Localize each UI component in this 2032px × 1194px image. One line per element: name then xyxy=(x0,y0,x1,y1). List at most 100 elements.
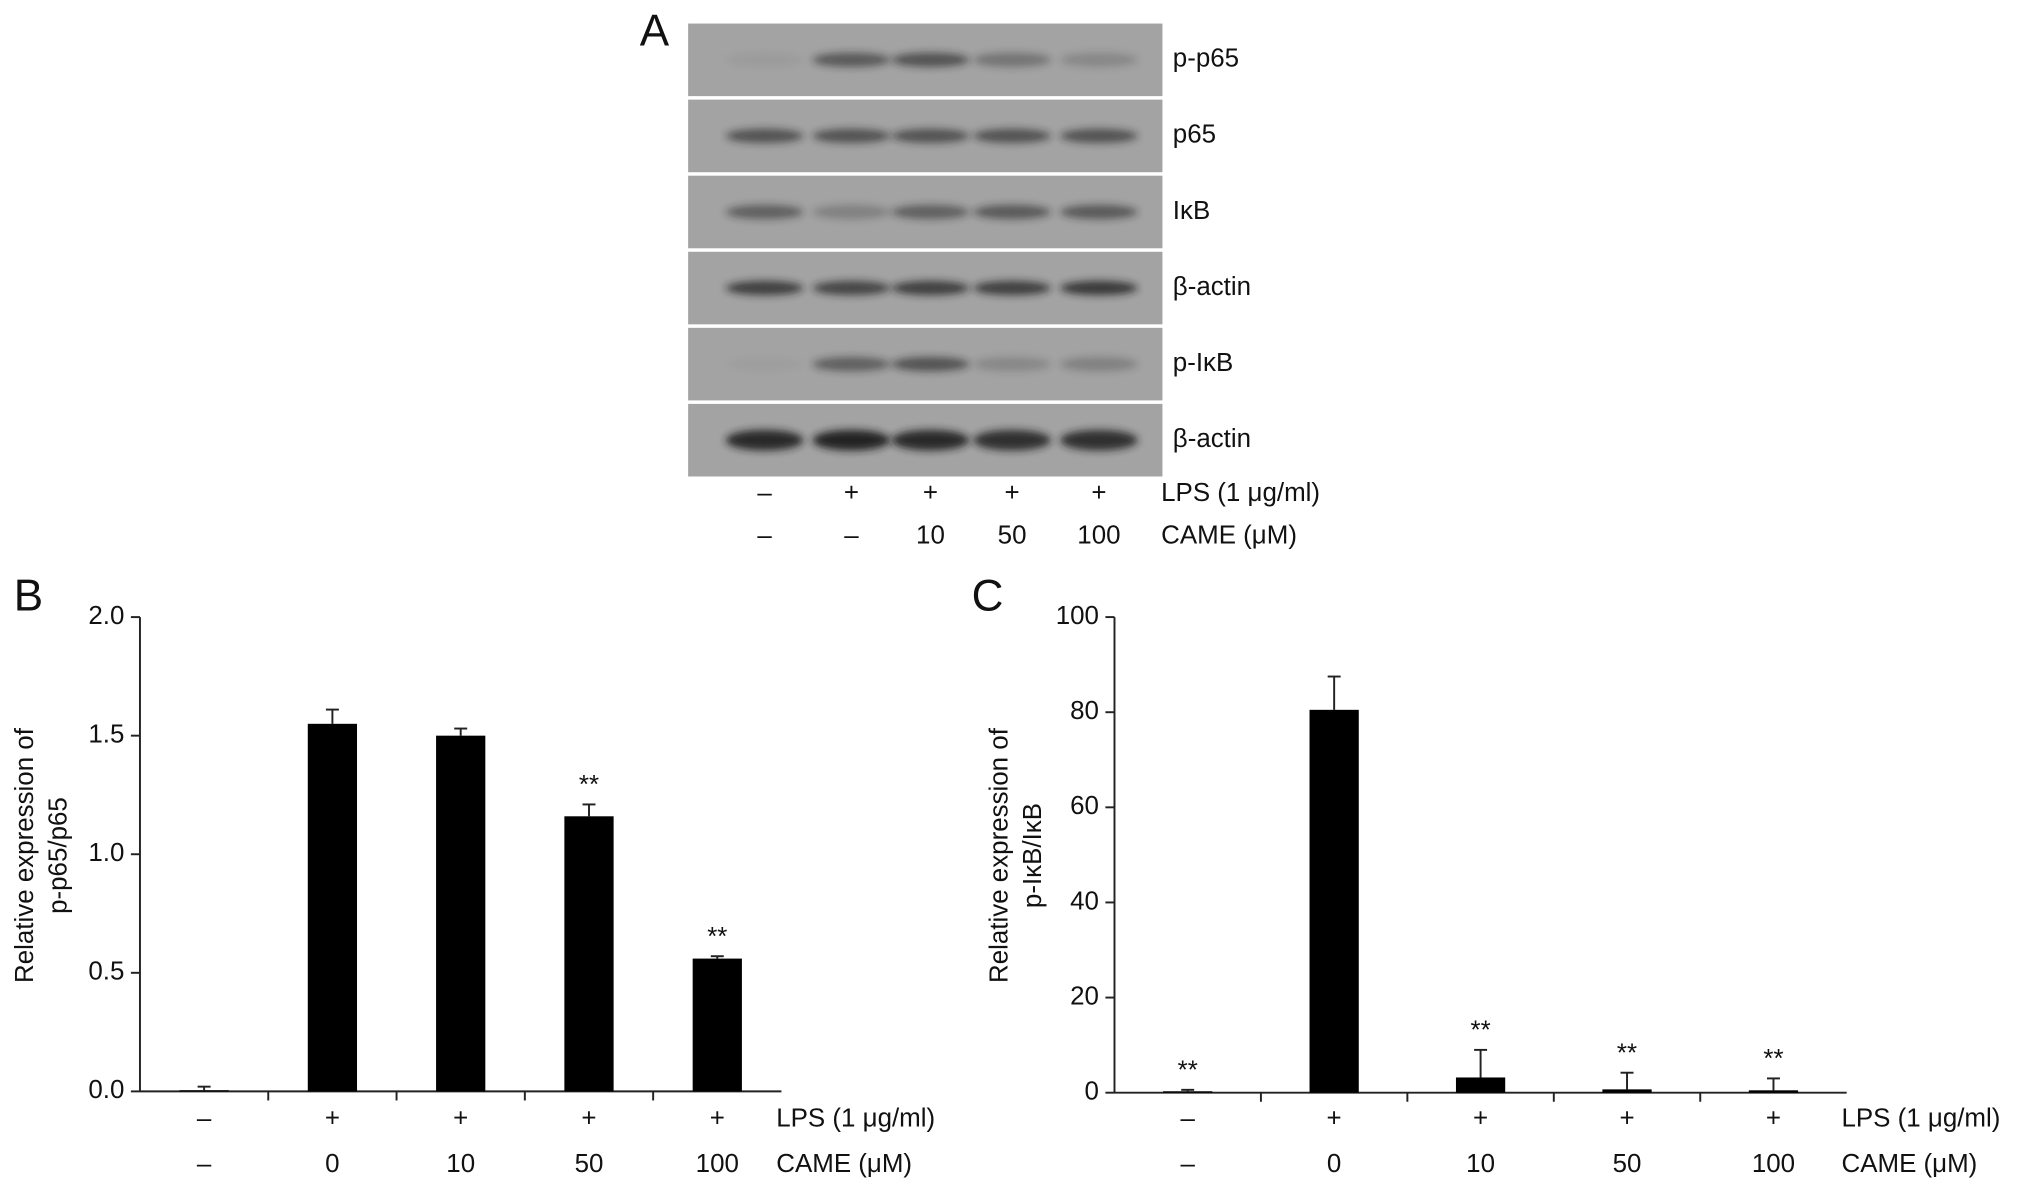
y-axis-label: Relative expression of xyxy=(985,727,1013,983)
x-tick-label: 0 xyxy=(1327,1150,1341,1178)
x-tick-label: – xyxy=(197,1150,212,1178)
blot-band xyxy=(1060,280,1138,296)
x-tick-label: 100 xyxy=(1752,1150,1795,1178)
blot-band xyxy=(1060,356,1138,372)
blot-band xyxy=(1060,429,1138,451)
blot-band xyxy=(891,204,970,220)
blot-band xyxy=(812,280,891,296)
x-tick-label: + xyxy=(1473,1105,1488,1133)
y-tick-label: 0 xyxy=(1085,1078,1099,1106)
blot-band xyxy=(891,128,970,144)
lane-label: – xyxy=(844,522,859,550)
blot-band xyxy=(973,356,1051,372)
x-tick-label: 10 xyxy=(1466,1150,1495,1178)
blot-band xyxy=(891,280,970,296)
y-tick-label: 1.5 xyxy=(88,721,124,749)
blot-band xyxy=(1060,204,1138,220)
x-tick-label: – xyxy=(1180,1150,1195,1178)
x-tick-label: + xyxy=(581,1105,596,1133)
band-label: IκB xyxy=(1173,197,1210,225)
lane-label: 10 xyxy=(916,522,945,550)
blot-band xyxy=(973,204,1051,220)
blot-band xyxy=(973,52,1051,67)
y-axis-label: p-p65/p65 xyxy=(44,797,72,914)
row-label: LPS (1 μg/ml) xyxy=(1842,1105,2001,1133)
x-tick-label: + xyxy=(1619,1105,1634,1133)
x-tick-label: 50 xyxy=(1613,1150,1642,1178)
western-blot: p-p65 p65 IκB β-actin p-IκB β-actin xyxy=(688,23,1251,477)
y-tick-label: 60 xyxy=(1070,792,1099,820)
band-label: p-IκB xyxy=(1173,349,1233,377)
band-label: p65 xyxy=(1173,121,1216,149)
lane-label: 50 xyxy=(998,522,1027,550)
lane-label: + xyxy=(1005,479,1020,507)
x-tick-label: 50 xyxy=(575,1150,604,1178)
bar xyxy=(179,1090,229,1092)
y-tick-label: 2.0 xyxy=(88,602,124,630)
row-label: LPS (1 μg/ml) xyxy=(1161,479,1320,507)
significance: ** xyxy=(1617,1039,1637,1067)
band-label: β-actin xyxy=(1173,425,1251,453)
row-label: LPS (1 μg/ml) xyxy=(776,1105,935,1133)
blot-band xyxy=(973,429,1051,451)
lane-label: + xyxy=(923,479,938,507)
band-label: β-actin xyxy=(1173,273,1251,301)
y-axis-label: Relative expression of xyxy=(11,727,39,983)
blot-band xyxy=(1060,52,1138,67)
lane-label: – xyxy=(757,479,772,507)
blot-band xyxy=(891,429,970,451)
x-tick-label: + xyxy=(710,1105,725,1133)
row-label: CAME (μM) xyxy=(776,1150,912,1178)
significance: ** xyxy=(1763,1045,1783,1073)
y-tick-label: 100 xyxy=(1056,602,1099,630)
y-tick-label: 20 xyxy=(1070,982,1099,1010)
band-label: p-p65 xyxy=(1173,45,1239,73)
significance: ** xyxy=(579,771,599,799)
blot-band xyxy=(812,128,891,144)
x-tick-label: 100 xyxy=(696,1150,739,1178)
x-tick-label: + xyxy=(1766,1105,1781,1133)
blot-band xyxy=(725,429,804,451)
y-tick-label: 80 xyxy=(1070,697,1099,725)
x-tick-label: + xyxy=(325,1105,340,1133)
x-tick-label: – xyxy=(1180,1105,1195,1133)
lane-label: + xyxy=(1091,479,1106,507)
bar xyxy=(1602,1089,1652,1093)
significance: ** xyxy=(1471,1017,1491,1045)
y-tick-label: 40 xyxy=(1070,887,1099,915)
significance: ** xyxy=(1178,1057,1198,1085)
panel-letter: A xyxy=(640,7,670,56)
blot-band xyxy=(725,204,804,220)
x-tick-label: – xyxy=(197,1105,212,1133)
panel-letter: C xyxy=(972,572,1004,621)
significance: ** xyxy=(707,923,727,951)
lane-label: + xyxy=(844,479,859,507)
blot-band xyxy=(1060,128,1138,144)
panel-letter: B xyxy=(14,572,43,621)
blot-band xyxy=(725,52,804,67)
row-label: CAME (μM) xyxy=(1161,522,1297,550)
x-tick-label: + xyxy=(453,1105,468,1133)
bar xyxy=(1455,1077,1506,1093)
blot-band xyxy=(812,204,891,220)
y-tick-label: 0.5 xyxy=(88,958,124,986)
blot-band xyxy=(726,357,804,371)
bar xyxy=(1748,1090,1799,1093)
bar xyxy=(1309,709,1359,1093)
blot-band xyxy=(973,280,1051,296)
y-tick-label: 1.0 xyxy=(88,839,124,867)
blot-band xyxy=(725,128,804,144)
x-tick-label: 10 xyxy=(446,1150,475,1178)
bar xyxy=(436,735,486,1092)
blot-band xyxy=(812,429,891,451)
bar xyxy=(692,958,742,1092)
x-tick-label: 0 xyxy=(325,1150,339,1178)
x-tick-label: + xyxy=(1327,1105,1342,1133)
bar xyxy=(307,723,358,1092)
y-tick-label: 0.0 xyxy=(88,1076,124,1104)
bar xyxy=(564,816,614,1092)
row-label: CAME (μM) xyxy=(1842,1150,1978,1178)
blot-band xyxy=(891,356,970,372)
bar xyxy=(1163,1091,1213,1093)
